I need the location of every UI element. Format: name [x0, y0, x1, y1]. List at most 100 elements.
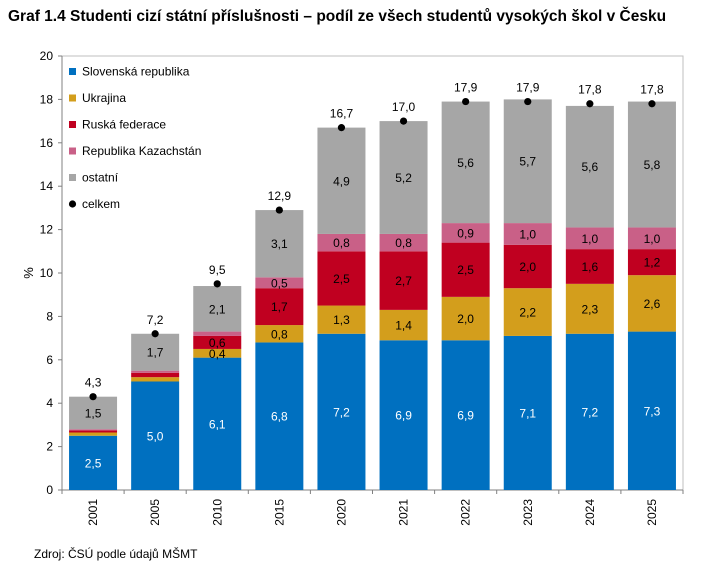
- x-tick-label: 2015: [272, 499, 286, 526]
- x-tick-label: 2005: [148, 499, 162, 526]
- legend-swatch: [69, 94, 76, 102]
- total-marker: [399, 117, 408, 125]
- bar-segment-ukrajina: [503, 288, 552, 336]
- data-label: 7,1: [519, 406, 536, 420]
- data-label: 1,5: [85, 406, 102, 420]
- bar-segment-ukrajina: [317, 305, 366, 334]
- total-label: 17,8: [640, 83, 664, 97]
- total-label: 17,9: [454, 81, 478, 95]
- bar-segment-republika-kazachstán: [131, 370, 180, 373]
- y-tick-label: 0: [46, 483, 53, 497]
- legend-swatch: [69, 147, 76, 155]
- bar-segment-slovenská-republika: [317, 333, 366, 490]
- bar-segment-republika-kazachstán: [255, 277, 304, 289]
- total-marker: [89, 393, 97, 401]
- total-marker: [586, 100, 594, 108]
- bar-segment-republika-kazachstán: [317, 233, 366, 252]
- total-label: 17,0: [392, 100, 416, 114]
- bar-segment-ruská-federace: [503, 244, 552, 289]
- bar-segment-ostatní: [255, 210, 304, 278]
- data-label: 0,8: [271, 327, 288, 341]
- y-tick-label: 14: [40, 179, 54, 193]
- bar-segment-republika-kazachstán: [69, 429, 118, 431]
- data-label: 1,7: [147, 346, 164, 360]
- data-label: 2,6: [644, 297, 661, 311]
- total-marker: [524, 97, 532, 106]
- data-label: 0,6: [209, 336, 226, 350]
- bar-segment-ukrajina: [255, 325, 304, 343]
- total-marker: [462, 97, 470, 106]
- bar-segment-ruská-federace: [131, 372, 180, 378]
- bar-segment-ostatní: [441, 101, 490, 224]
- bar-segment-republika-kazachstán: [379, 233, 428, 252]
- data-label: 1,0: [644, 232, 661, 246]
- y-tick-label: 20: [40, 49, 54, 63]
- data-label: 1,6: [582, 260, 599, 274]
- legend-swatch: [69, 68, 76, 75]
- chart-title: Graf 1.4 Studenti cizí státní příslušnos…: [8, 8, 667, 25]
- x-tick-label: 2024: [583, 499, 597, 526]
- bar-segment-ruská-federace: [69, 430, 118, 433]
- total-label: 17,8: [578, 83, 602, 97]
- bar-segment-slovenská-republika: [379, 340, 428, 490]
- data-label: 5,0: [147, 429, 164, 443]
- data-label: 1,2: [644, 256, 661, 270]
- bar-segment-ruská-federace: [255, 288, 304, 326]
- bar-segment-ukrajina: [69, 432, 118, 436]
- legend-marker: [68, 200, 77, 208]
- legend-label: Ukrajina: [82, 91, 126, 105]
- data-label: 0,4: [209, 347, 226, 361]
- bar-segment-ukrajina: [131, 377, 180, 382]
- legend-label: Republika Kazachstán: [82, 144, 201, 158]
- y-tick-label: 10: [40, 266, 54, 280]
- legend-swatch: [69, 174, 76, 181]
- total-marker: [151, 330, 159, 338]
- data-label: 2,5: [85, 456, 102, 470]
- data-label: 2,1: [209, 302, 226, 316]
- bar-segment-ruská-federace: [317, 251, 366, 306]
- total-label: 12,9: [268, 189, 292, 203]
- bar-segment-republika-kazachstán: [441, 223, 490, 243]
- bar-segment-ukrajina: [379, 309, 428, 341]
- legend-label: ostatní: [82, 171, 119, 185]
- bar-segment-slovenská-republika: [565, 333, 614, 490]
- y-tick-label: 16: [40, 136, 54, 150]
- bar-segment-ukrajina: [441, 296, 490, 341]
- total-label: 7,2: [147, 313, 164, 327]
- bar-segment-slovenská-republika: [441, 340, 490, 490]
- data-label: 2,5: [457, 263, 474, 277]
- data-label: 0,5: [271, 276, 288, 290]
- bar-segment-ukrajina: [193, 348, 242, 358]
- bar-segment-ostatní: [503, 99, 552, 224]
- data-label: 3,1: [271, 237, 288, 251]
- y-tick-label: 2: [46, 440, 53, 454]
- bar-segment-republika-kazachstán: [565, 227, 614, 250]
- data-label: 1,0: [519, 227, 536, 241]
- bar-segment-slovenská-republika: [255, 342, 304, 490]
- y-tick-label: 12: [40, 223, 54, 237]
- legend-swatch: [69, 121, 76, 128]
- total-label: 17,9: [516, 81, 540, 95]
- data-label: 2,3: [582, 302, 599, 316]
- data-label: 2,0: [457, 312, 474, 326]
- bar-segment-ostatní: [565, 105, 614, 228]
- data-label: 7,2: [333, 405, 350, 419]
- x-tick-label: 2022: [459, 499, 473, 526]
- bar-segment-slovenská-republika: [503, 335, 552, 490]
- bar-segment-slovenská-republika: [131, 381, 180, 490]
- x-tick-label: 2023: [521, 499, 535, 526]
- data-label: 5,2: [395, 171, 412, 185]
- bar-segment-ruská-federace: [565, 249, 614, 284]
- bar-segment-ostatní: [627, 101, 676, 228]
- data-label: 1,0: [582, 232, 599, 246]
- y-tick-label: 4: [46, 396, 53, 410]
- data-label: 2,5: [333, 272, 350, 286]
- total-label: 4,3: [85, 376, 102, 390]
- bar-segment-ostatní: [131, 333, 180, 371]
- bar-segment-ruská-federace: [441, 242, 490, 297]
- legend-label: Ruská federace: [82, 118, 166, 132]
- data-label: 2,2: [519, 306, 536, 320]
- y-axis-label: %: [21, 267, 36, 279]
- data-label: 4,9: [333, 174, 350, 188]
